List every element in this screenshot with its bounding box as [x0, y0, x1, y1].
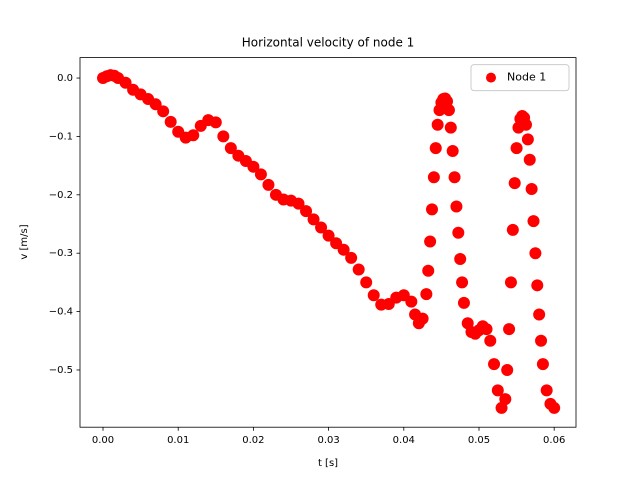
point — [429, 142, 442, 155]
point — [521, 133, 534, 146]
point — [533, 308, 546, 321]
point — [224, 142, 237, 155]
chart-title: Horizontal velocity of node 1 — [242, 36, 415, 50]
point — [337, 243, 350, 256]
legend-box — [470, 64, 570, 92]
x-tick-label: 0.06 — [543, 435, 565, 446]
point — [149, 98, 162, 111]
point — [315, 221, 328, 234]
x-tick-label: 0.05 — [468, 435, 490, 446]
point — [536, 358, 549, 371]
y-tick-label: −0.3 — [49, 248, 73, 259]
point — [422, 264, 435, 277]
point — [510, 142, 523, 155]
point — [119, 76, 132, 89]
plot-frame — [79, 57, 577, 428]
point — [450, 200, 463, 213]
point — [527, 215, 540, 228]
point — [548, 401, 561, 414]
point — [424, 235, 437, 248]
point — [480, 323, 493, 336]
point — [420, 288, 433, 301]
point — [529, 247, 542, 260]
point — [525, 182, 538, 195]
y-tick-label: −0.5 — [49, 365, 73, 376]
y-tick-label: −0.1 — [49, 131, 73, 142]
point — [360, 276, 373, 289]
point — [307, 213, 320, 226]
x-tick-label: 0.02 — [242, 435, 264, 446]
point — [157, 105, 170, 118]
point — [503, 323, 516, 336]
point — [322, 229, 335, 242]
point — [164, 115, 177, 128]
point — [488, 358, 501, 371]
point — [535, 334, 548, 347]
y-tick-label: −0.4 — [49, 307, 73, 318]
x-tick-label: 0.04 — [393, 435, 415, 446]
y-tick-label: −0.2 — [49, 190, 73, 201]
point — [262, 178, 275, 191]
point — [247, 160, 260, 173]
point — [484, 334, 497, 347]
x-axis-label: t [s] — [318, 458, 338, 469]
point — [523, 153, 536, 166]
point — [501, 363, 514, 376]
point — [446, 145, 459, 158]
point — [405, 295, 418, 308]
point — [456, 276, 469, 289]
legend-marker — [486, 72, 496, 83]
point — [425, 203, 438, 216]
y-tick-label: 0.0 — [57, 73, 73, 84]
point — [540, 384, 553, 397]
point — [452, 226, 465, 239]
y-axis-label: v [m/s] — [19, 224, 30, 259]
point — [504, 276, 517, 289]
point — [352, 263, 365, 276]
point — [508, 177, 521, 190]
point — [300, 205, 313, 218]
point — [209, 116, 222, 129]
point — [345, 251, 358, 264]
point — [519, 118, 532, 131]
point — [367, 289, 380, 302]
point — [444, 121, 457, 134]
legend-label: Node 1 — [507, 71, 546, 84]
x-tick-label: 0.00 — [92, 435, 114, 446]
point — [448, 171, 461, 184]
point — [442, 104, 455, 117]
point — [531, 279, 544, 292]
x-tick-label: 0.01 — [167, 435, 189, 446]
point — [457, 296, 470, 309]
point — [491, 384, 504, 397]
point — [431, 118, 444, 131]
point — [187, 129, 200, 142]
point — [506, 223, 519, 236]
point — [499, 393, 512, 406]
point — [416, 312, 429, 325]
point — [254, 168, 267, 181]
point — [454, 253, 467, 266]
point — [217, 130, 230, 143]
point — [427, 171, 440, 184]
point — [292, 197, 305, 210]
x-tick-label: 0.03 — [317, 435, 339, 446]
